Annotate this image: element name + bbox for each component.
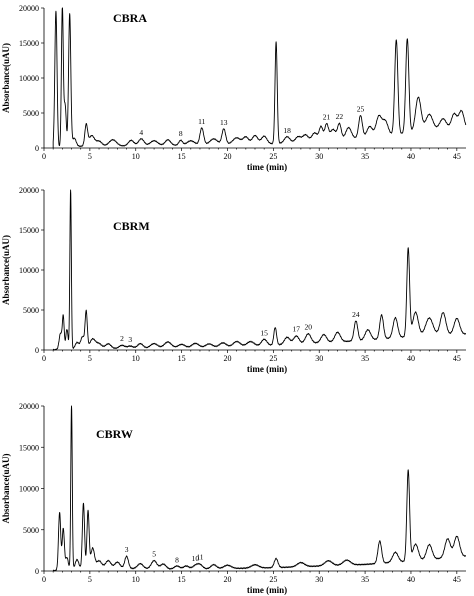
y-tick-label: 10000 [19,485,39,494]
x-tick-label: 25 [269,354,277,363]
y-tick-label: 0 [35,567,39,576]
peak-label: 8 [179,129,183,138]
panel-title: CBRA [113,11,147,25]
x-axis-title: time (min) [247,364,287,374]
peak-label: 8 [175,555,179,564]
x-axis-title: time (min) [247,162,287,172]
x-tick-label: 10 [132,152,140,161]
peak-label: 25 [357,105,365,114]
x-tick-label: 5 [88,575,92,584]
x-tick-label: 25 [269,152,277,161]
peak-label: 11 [196,553,203,562]
y-tick-label: 5000 [23,109,39,118]
peak-label: 2 [120,334,124,343]
x-axis-title: time (min) [247,585,287,595]
y-tick-label: 15000 [19,226,39,235]
peak-label: 10 [192,554,200,563]
y-tick-label: 10000 [19,74,39,83]
chromatogram-trace [52,189,467,351]
y-tick-label: 10000 [19,266,39,275]
x-tick-label: 15 [178,575,186,584]
y-tick-label: 15000 [19,39,39,48]
x-tick-label: 25 [269,575,277,584]
y-tick-label: 0 [35,144,39,153]
y-tick-label: 5000 [23,306,39,315]
y-tick-label: 20000 [19,4,39,13]
x-tick-label: 10 [132,575,140,584]
axes [43,8,466,149]
x-tick-label: 0 [42,152,46,161]
x-tick-label: 15 [178,152,186,161]
x-tick-label: 40 [407,575,415,584]
peak-label: 24 [352,310,360,319]
x-tick-label: 30 [315,575,323,584]
x-tick-label: 20 [223,354,231,363]
peak-label: 22 [336,112,344,121]
x-tick-label: 5 [88,354,92,363]
x-tick-label: 40 [407,354,415,363]
peak-label: 3 [125,545,129,554]
peak-label: 13 [220,118,228,127]
peak-label: 11 [198,117,205,126]
axes [43,190,466,351]
y-axis-title: Absorbance(uAU) [1,453,11,523]
peak-label: 4 [139,128,143,137]
x-tick-label: 30 [315,354,323,363]
x-tick-label: 35 [361,354,369,363]
x-tick-label: 30 [315,152,323,161]
x-tick-label: 0 [42,354,46,363]
x-tick-label: 10 [132,354,140,363]
x-tick-label: 0 [42,575,46,584]
x-tick-label: 15 [178,354,186,363]
chromatogram-trace [52,7,467,148]
y-axis-title: Absorbance(uAU) [1,235,11,305]
peak-label: 3 [128,335,132,344]
x-tick-label: 35 [361,575,369,584]
x-tick-label: 20 [223,575,231,584]
y-tick-label: 15000 [19,443,39,452]
x-tick-label: 45 [453,354,461,363]
panel-title: CBRW [96,427,133,441]
peak-label: 20 [304,322,312,331]
x-tick-label: 5 [88,152,92,161]
x-tick-label: 45 [453,152,461,161]
panel-title: CBRM [113,219,150,233]
y-tick-label: 5000 [23,526,39,535]
peak-label: 17 [293,325,301,334]
y-tick-label: 0 [35,346,39,355]
chromatogram-trace [52,405,467,572]
x-tick-label: 45 [453,575,461,584]
panel-cbra: 0 5 10 15 20 25 30 35 40 45 0 5000 10000 15000 20000 ti… [1,4,467,172]
y-tick-label: 20000 [19,186,39,195]
peak-label: 5 [152,550,156,559]
peak-label: 21 [323,113,331,122]
x-tick-label: 20 [223,152,231,161]
peak-label: 18 [283,126,291,135]
y-axis-title: Absorbance(uAU) [1,43,11,113]
x-tick-label: 35 [361,152,369,161]
peak-label: 15 [260,328,268,337]
y-tick-label: 20000 [19,402,39,411]
panel-cbrw: 0 5 10 15 20 25 30 35 40 4505000100001500020000ti… [1,402,467,595]
x-tick-label: 40 [407,152,415,161]
panel-cbrm: 0 5 10 15 20 25 30 35 40 45 0 5000 10000 15000 20000 ti… [1,186,467,374]
